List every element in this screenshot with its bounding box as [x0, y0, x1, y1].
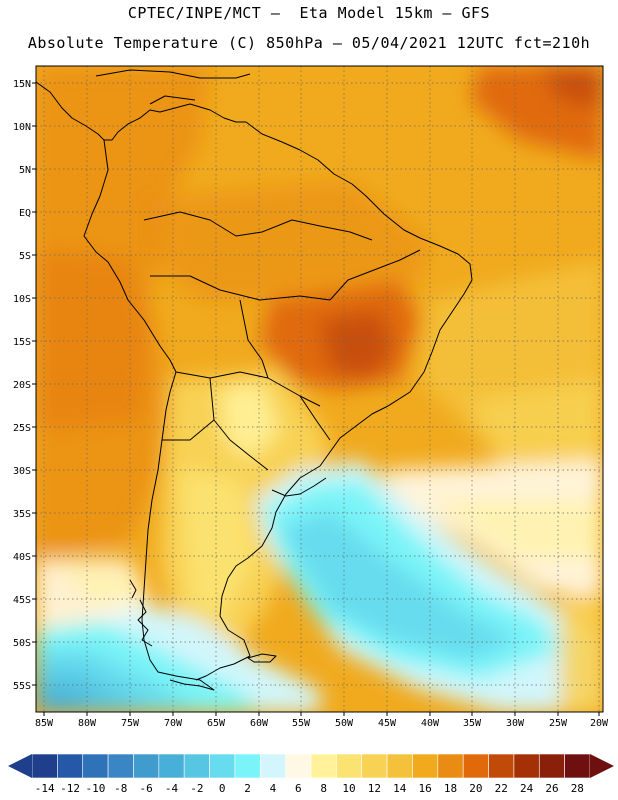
colorbar-labels: -14 -12 -10 -8 -6 -4 -2 0 2 4 6 8 10 12 14 16 18 20 22 24 26…: [35, 782, 584, 795]
colorbar-label: 28: [571, 782, 584, 795]
colorbar-swatch: [412, 753, 439, 779]
lon-label: 70W: [164, 718, 183, 729]
lat-label: 10S: [13, 294, 31, 305]
lat-label: 20S: [13, 380, 31, 391]
lon-label: 20W: [590, 718, 609, 729]
colorbar-swatch: [234, 753, 261, 779]
lon-label: 50W: [335, 718, 354, 729]
colorbar-label: 22: [495, 782, 508, 795]
lat-label: 10N: [13, 122, 31, 133]
colorbar-swatch: [513, 753, 540, 779]
colorbar-swatch: [361, 753, 388, 779]
colorbar-swatch: [82, 753, 109, 779]
lon-labels: 85W 80W 75W 70W 65W 60W 55W 50W 45W 40W 35W 30W 25W 2…: [35, 718, 609, 729]
lon-label: 35W: [463, 718, 482, 729]
lat-label: 15S: [13, 337, 31, 348]
lat-label: 50S: [13, 638, 31, 649]
colorbar-swatch: [57, 753, 84, 779]
colorbar-label: -6: [140, 782, 153, 795]
colorbar: [8, 753, 614, 779]
map-frame: [35, 65, 604, 713]
colorbar-label: -2: [190, 782, 203, 795]
lon-label: 80W: [78, 718, 97, 729]
lat-label: 15N: [13, 79, 31, 90]
lon-label: 25W: [549, 718, 568, 729]
lon-label: 30W: [506, 718, 525, 729]
colorbar-label: 18: [444, 782, 457, 795]
lat-label: 5N: [19, 165, 31, 176]
colorbar-high-arrow: [590, 754, 614, 778]
colorbar-swatch: [564, 753, 591, 779]
colorbar-swatch: [31, 753, 58, 779]
colorbar-label: 16: [419, 782, 432, 795]
lat-lon-grid: [36, 66, 603, 712]
lat-label: 25S: [13, 423, 31, 434]
colorbar-swatch: [183, 753, 210, 779]
colorbar-label: 2: [244, 782, 251, 795]
colorbar-swatch: [209, 753, 236, 779]
colorbar-swatch: [488, 753, 515, 779]
colorbar-swatch: [285, 753, 312, 779]
colorbar-swatch: [538, 753, 565, 779]
lon-label: 40W: [421, 718, 440, 729]
colorbar-label: 6: [295, 782, 302, 795]
coastlines: [36, 69, 473, 691]
lat-labels: 15N 10N 5N EQ 5S 10S 15S 20S 25S 30S 35S 40S 45S 50S 5…: [13, 79, 31, 692]
lon-label: 45W: [378, 718, 397, 729]
colorbar-swatch: [386, 753, 413, 779]
title-line-1: CPTEC/INPE/MCT – Eta Model 15km – GFS: [127, 4, 491, 22]
colorbar-swatch: [259, 753, 286, 779]
temperature-field: [36, 66, 603, 712]
colorbar-swatch: [133, 753, 160, 779]
colorbar-swatch: [336, 753, 363, 779]
colorbar-swatch: [107, 753, 134, 779]
colorbar-label: -10: [85, 782, 105, 795]
lon-label: 65W: [207, 718, 226, 729]
lat-label: 40S: [13, 552, 31, 563]
lat-label: EQ: [19, 208, 31, 219]
colorbar-label: 4: [270, 782, 277, 795]
colorbar-label: 10: [342, 782, 355, 795]
colorbar-label: 26: [545, 782, 558, 795]
colorbar-swatch: [462, 753, 489, 779]
colorbar-label: 20: [469, 782, 482, 795]
title-line-2: Absolute Temperature (C) 850hPa – 05/04/…: [27, 34, 591, 52]
colorbar-label: 12: [368, 782, 381, 795]
axis-ticks: [32, 82, 600, 716]
lon-label: 75W: [121, 718, 140, 729]
colorbar-label: -8: [114, 782, 127, 795]
colorbar-label: 0: [219, 782, 226, 795]
lon-label: 60W: [250, 718, 269, 729]
lat-label: 45S: [13, 595, 31, 606]
colorbar-label: -14: [35, 782, 55, 795]
colorbar-swatch: [437, 753, 464, 779]
lat-label: 30S: [13, 466, 31, 477]
colorbar-label: -4: [165, 782, 179, 795]
colorbar-label: -12: [60, 782, 80, 795]
lon-label: 85W: [35, 718, 54, 729]
lon-label: 55W: [292, 718, 311, 729]
colorbar-low-arrow: [8, 754, 32, 778]
colorbar-swatch: [310, 753, 337, 779]
lat-label: 35S: [13, 509, 31, 520]
colorbar-swatch: [158, 753, 185, 779]
lat-label: 5S: [19, 251, 31, 262]
colorbar-label: 8: [320, 782, 327, 795]
colorbar-label: 24: [520, 782, 534, 795]
colorbar-label: 14: [393, 782, 407, 795]
lat-label: 55S: [13, 681, 31, 692]
